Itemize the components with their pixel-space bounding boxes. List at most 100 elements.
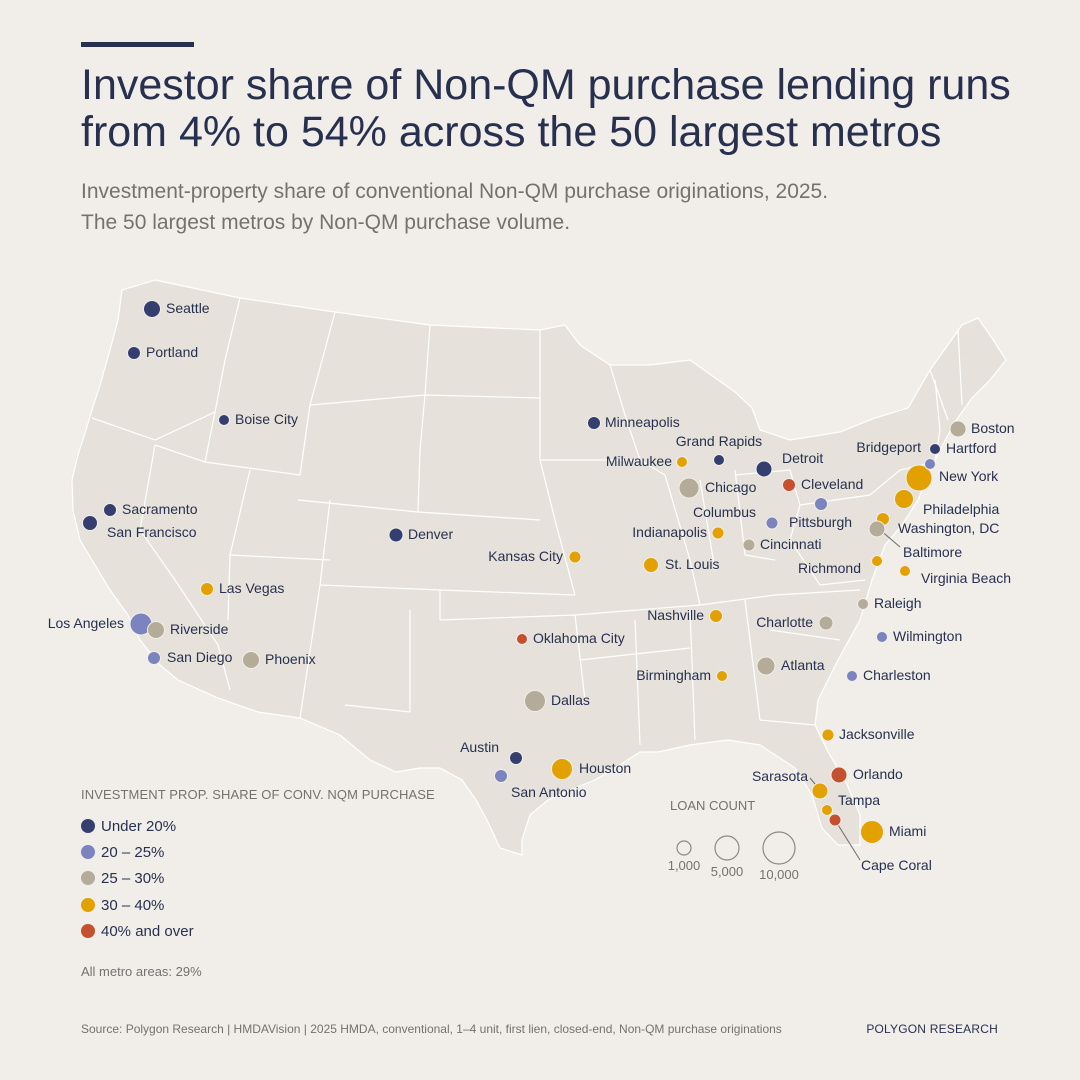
subtitle-line-2: The 50 largest metros by Non-QM purchase… [81, 211, 571, 234]
metro-label-baltimore: Baltimore [903, 544, 962, 560]
legend-swatch-dot [81, 871, 95, 885]
metro-marker-pittsburgh [765, 516, 779, 530]
metro-label-st-louis: St. Louis [665, 556, 719, 572]
metro-label-philadelphia: Philadelphia [923, 501, 999, 517]
metro-marker-sacramento [103, 503, 117, 517]
metro-label-portland: Portland [146, 344, 198, 360]
metro-marker-hartford [929, 443, 941, 455]
metro-marker-phoenix [242, 651, 260, 669]
metro-label-sarasota: Sarasota [752, 768, 808, 784]
size-label-1000: 1,000 [667, 858, 701, 873]
metro-label-birmingham: Birmingham [636, 667, 711, 683]
size-legend-title: LOAN COUNT [670, 798, 756, 813]
metro-label-hartford: Hartford [946, 440, 997, 456]
metro-marker-st-louis [643, 557, 659, 573]
metro-label-minneapolis: Minneapolis [605, 414, 680, 430]
metro-marker-orlando [830, 766, 848, 784]
legend-swatch-dot [81, 924, 95, 938]
metro-label-orlando: Orlando [853, 766, 903, 782]
metro-marker-cleveland [782, 478, 796, 492]
size-circle-5000 [714, 835, 740, 861]
legend-item-30-40: 30 – 40% [81, 895, 164, 915]
chart-subtitle: Investment-property share of conventiona… [81, 176, 981, 238]
metro-label-grand-rapids: Grand Rapids [676, 433, 762, 449]
metro-label-detroit: Detroit [782, 450, 823, 466]
metro-label-houston: Houston [579, 760, 631, 776]
us-landmass [71, 279, 1007, 856]
metro-label-cleveland: Cleveland [801, 476, 863, 492]
metro-label-boise-city: Boise City [235, 411, 298, 427]
legend-item-20-25: 20 – 25% [81, 842, 164, 862]
metro-marker-oklahoma-city [516, 633, 528, 645]
metro-marker-portland [127, 346, 141, 360]
metro-marker-san-antonio [494, 769, 508, 783]
metro-label-riverside: Riverside [170, 621, 229, 637]
metro-label-richmond: Richmond [798, 560, 861, 576]
metro-marker-jacksonville [821, 728, 835, 742]
metro-label-oklahoma-city: Oklahoma City [533, 630, 625, 646]
metro-label-charleston: Charleston [863, 667, 931, 683]
metro-marker-atlanta [756, 656, 776, 676]
metro-marker-boston [949, 420, 967, 438]
metro-marker-austin [509, 751, 523, 765]
source-note: Source: Polygon Research | HMDAVision | … [81, 1022, 782, 1036]
legend-label: 20 – 25% [101, 843, 165, 861]
metro-marker-riverside [147, 621, 165, 639]
metro-label-seattle: Seattle [166, 300, 210, 316]
size-circle-10000 [762, 831, 796, 865]
metro-label-wilmington: Wilmington [893, 628, 962, 644]
metro-label-jacksonville: Jacksonville [839, 726, 915, 742]
metro-marker-charlotte [818, 615, 834, 631]
state-borders [91, 297, 963, 746]
legend-label: Under 20% [101, 817, 177, 835]
metro-marker-detroit [755, 460, 773, 478]
legend-swatch-dot [81, 845, 95, 859]
metro-label-las-vegas: Las Vegas [219, 580, 284, 596]
legend-item-under-20: Under 20% [81, 816, 176, 836]
metro-label-tampa: Tampa [838, 792, 880, 808]
metro-marker-san-diego [147, 651, 161, 665]
metro-marker-richmond [871, 555, 883, 567]
metro-marker-houston [551, 758, 573, 780]
metro-marker-charleston [846, 670, 858, 682]
size-label-5000: 5,000 [710, 864, 744, 879]
metro-marker-san-francisco [82, 515, 98, 531]
all-metro-note: All metro areas: 29% [81, 964, 202, 979]
metro-marker-minneapolis [587, 416, 601, 430]
metro-label-cape-coral: Cape Coral [861, 857, 932, 873]
metro-label-dallas: Dallas [551, 692, 590, 708]
metro-marker-chicago [678, 477, 700, 499]
brand-logo-text: POLYGON RESEARCH [866, 1022, 998, 1036]
metro-label-new-york: New York [939, 468, 999, 484]
metro-marker-nashville [709, 609, 723, 623]
metro-marker-miami [860, 820, 884, 844]
metro-marker-wilmington [876, 631, 888, 643]
metro-marker-columbus [814, 497, 828, 511]
chart-title: Investor share of Non-QM purchase lendin… [81, 61, 1011, 156]
metro-marker-milwaukee [676, 456, 688, 468]
size-label-10000: 10,000 [759, 867, 799, 882]
metro-label-virginia-beach: Virginia Beach [921, 570, 1011, 586]
metro-marker-las-vegas [200, 582, 214, 596]
metro-label-atlanta: Atlanta [781, 657, 825, 673]
metro-label-pittsburgh: Pittsburgh [789, 514, 852, 530]
metro-marker-boise-city [218, 414, 230, 426]
metro-marker-philadelphia [894, 489, 914, 509]
metro-label-charlotte: Charlotte [756, 614, 813, 630]
legend-label: 40% and over [101, 922, 194, 940]
metro-marker-virginia-beach [899, 565, 911, 577]
metro-marker-bridgeport [924, 458, 936, 470]
metro-label-cincinnati: Cincinnati [760, 536, 821, 552]
metro-label-los-angeles: Los Angeles [48, 615, 124, 631]
size-legend-circles [676, 831, 796, 865]
legend-title: INVESTMENT PROP. SHARE OF CONV. NQM PURC… [81, 787, 435, 802]
metro-label-nashville: Nashville [647, 607, 704, 623]
metro-label-san-francisco: San Francisco [107, 524, 197, 540]
metro-marker-grand-rapids [713, 454, 725, 466]
metro-label-indianapolis: Indianapolis [632, 524, 707, 540]
subtitle-line-1: Investment-property share of conventiona… [81, 180, 829, 203]
metro-marker-denver [388, 527, 404, 543]
metro-marker-cincinnati [742, 538, 756, 552]
metro-marker-raleigh [857, 598, 869, 610]
